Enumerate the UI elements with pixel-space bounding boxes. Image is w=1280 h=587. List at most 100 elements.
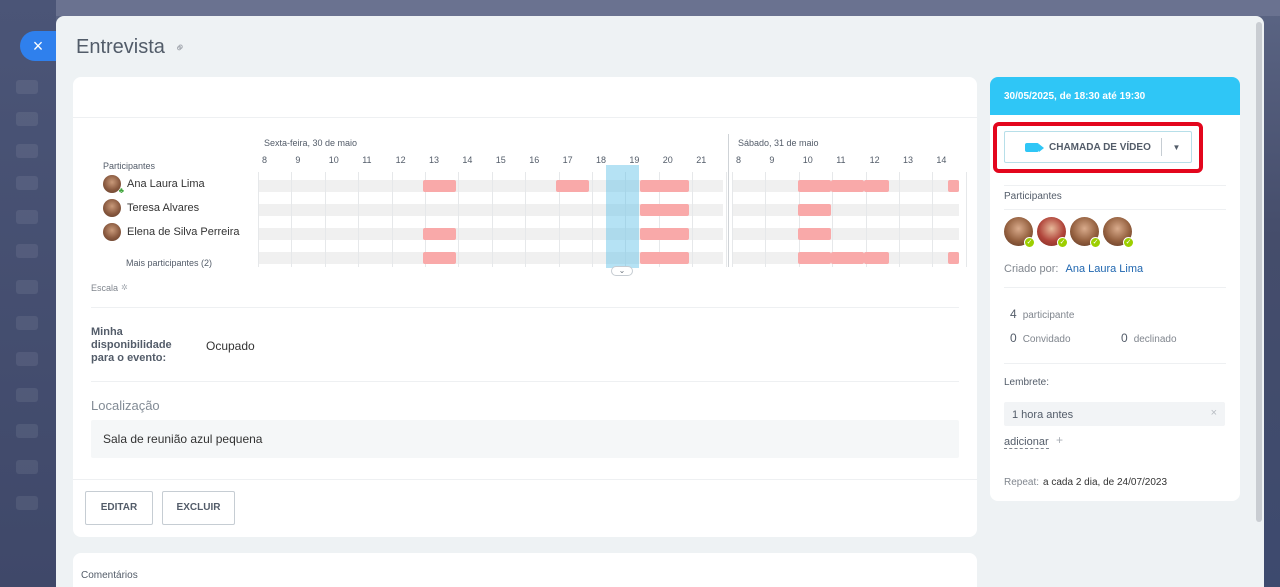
add-reminder-link[interactable]: adicionar — [1004, 436, 1049, 449]
camera-icon — [1025, 142, 1044, 152]
check-icon: ✓ — [1057, 237, 1068, 248]
busy-slot — [864, 252, 889, 264]
highlight-frame — [993, 122, 1203, 173]
avatar — [103, 199, 121, 217]
hour-tick: 13 — [903, 155, 914, 165]
busy-slot — [556, 180, 589, 192]
busy-slot — [798, 204, 831, 216]
busy-slot — [640, 204, 689, 216]
day-label-saturday: Sábado, 31 de maio — [738, 138, 819, 148]
hour-tick: 20 — [662, 155, 673, 165]
hour-tick: 14 — [936, 155, 947, 165]
hour-tick: 8 — [262, 155, 268, 165]
hour-tick: 18 — [596, 155, 607, 165]
hour-tick: 19 — [629, 155, 640, 165]
video-call-label: CHAMADA DE VÍDEO — [1049, 141, 1151, 153]
avatar[interactable]: ✓ — [1103, 217, 1134, 248]
close-icon: × — [32, 36, 44, 56]
participant-row[interactable]: ♣ Ana Laura Lima — [103, 175, 205, 195]
busy-slot — [798, 180, 831, 192]
background-top — [56, 0, 1280, 16]
participant-name: Teresa Alvares — [127, 202, 200, 214]
availability-select[interactable]: Ocupado — [206, 339, 255, 353]
hour-tick: 11 — [362, 155, 372, 165]
gear-icon[interactable]: ✲ — [121, 283, 128, 292]
plus-icon[interactable]: + — [1056, 433, 1064, 447]
busy-slot — [640, 228, 689, 240]
declined-count: 0 declinado — [1121, 331, 1177, 345]
check-icon: ✓ — [1090, 237, 1101, 248]
selected-time-range[interactable] — [606, 165, 639, 268]
avatar: ♣ — [103, 175, 124, 195]
participant-row[interactable]: Teresa Alvares — [103, 199, 199, 217]
delete-button[interactable]: EXCLUIR — [162, 491, 235, 525]
scale-control[interactable]: Escala ✲ — [91, 283, 128, 293]
participants-label: Participantes — [103, 161, 156, 171]
busy-slot — [640, 252, 689, 264]
chevron-down-icon[interactable]: ▼ — [1172, 142, 1181, 152]
location-value: Sala de reunião azul pequena — [103, 432, 263, 446]
repeat-info: Repeat: a cada 2 dia, de 24/07/2023 — [1004, 477, 1168, 488]
hour-tick: 13 — [429, 155, 440, 165]
location-label: Localização — [91, 398, 160, 413]
close-icon[interactable]: × — [1210, 407, 1217, 419]
avatar[interactable]: ✓ — [1037, 217, 1068, 248]
availability-label: Minha disponibilidade para o evento: — [91, 326, 172, 364]
close-slider-button[interactable]: × — [20, 31, 56, 61]
created-by-label: Criado por: — [1004, 263, 1059, 275]
comments-label: Comentários — [81, 570, 138, 581]
hour-tick: 10 — [802, 155, 813, 165]
hour-tick: 9 — [769, 155, 775, 165]
event-details-card: Sexta-feira, 30 de maio Sábado, 31 de ma… — [73, 77, 977, 537]
reminder-item: 1 hora antes × — [1004, 402, 1225, 426]
hour-tick: 21 — [696, 155, 707, 165]
busy-slot — [798, 252, 831, 264]
title-row: Entrevista ⚭ — [76, 36, 189, 59]
comments-card: Comentários — [73, 553, 977, 587]
hour-tick: 10 — [328, 155, 339, 165]
avatar[interactable]: ✓ — [1004, 217, 1035, 248]
busy-slot — [948, 180, 959, 192]
busy-slot — [798, 228, 831, 240]
event-slider: Entrevista ⚭ Sexta-feira, 30 de maio Sáb… — [56, 16, 1264, 587]
hour-tick: 12 — [869, 155, 880, 165]
busy-slot — [948, 252, 959, 264]
more-participants-link[interactable]: Mais participantes (2) — [126, 258, 213, 268]
video-call-button[interactable]: CHAMADA DE VÍDEO — [1005, 142, 1161, 153]
chevron-down-icon[interactable]: ⌄ — [611, 266, 633, 276]
edit-button[interactable]: EDITAR — [85, 491, 153, 525]
busy-slot — [831, 180, 864, 192]
participant-name: Elena de Silva Perreira — [127, 226, 240, 238]
avatar — [103, 223, 121, 241]
hour-tick: 11 — [836, 155, 846, 165]
video-call-button-group: CHAMADA DE VÍDEO ▼ — [1004, 131, 1192, 163]
busy-slot — [640, 180, 689, 192]
scrollbar[interactable] — [1256, 22, 1262, 522]
check-icon: ✓ — [1024, 237, 1035, 248]
created-by-link[interactable]: Ana Laura Lima — [1065, 263, 1144, 275]
invited-count: 0 Convidado — [1010, 331, 1071, 345]
busy-slot — [423, 252, 456, 264]
background-app — [0, 0, 56, 587]
participant-name: Ana Laura Lima — [127, 178, 205, 190]
avatar[interactable]: ✓ — [1070, 217, 1101, 248]
leaf-icon: ♣ — [118, 186, 124, 195]
busy-slot — [831, 252, 864, 264]
link-icon[interactable]: ⚭ — [170, 37, 190, 57]
participant-avatars: ✓ ✓ ✓ ✓ — [1004, 217, 1134, 248]
day-label-friday: Sexta-feira, 30 de maio — [264, 138, 358, 148]
location-field: Sala de reunião azul pequena — [91, 420, 959, 458]
reminder-label: Lembrete: — [1004, 377, 1050, 388]
event-sidebar: 30/05/2025, de 18:30 até 19:30 CHAMADA D… — [990, 77, 1240, 501]
scale-label: Escala — [91, 283, 119, 293]
participant-count: 4 participante — [1010, 307, 1075, 321]
created-by: Criado por: Ana Laura Lima — [1004, 263, 1143, 275]
hour-tick: 15 — [495, 155, 506, 165]
check-icon: ✓ — [1123, 237, 1134, 248]
busy-slot — [423, 228, 456, 240]
hour-tick: 17 — [562, 155, 573, 165]
sidebar-participants-label: Participantes — [1004, 191, 1062, 202]
participant-row[interactable]: Elena de Silva Perreira — [103, 223, 240, 241]
hour-tick: 12 — [395, 155, 406, 165]
event-datetime: 30/05/2025, de 18:30 até 19:30 — [990, 77, 1240, 115]
